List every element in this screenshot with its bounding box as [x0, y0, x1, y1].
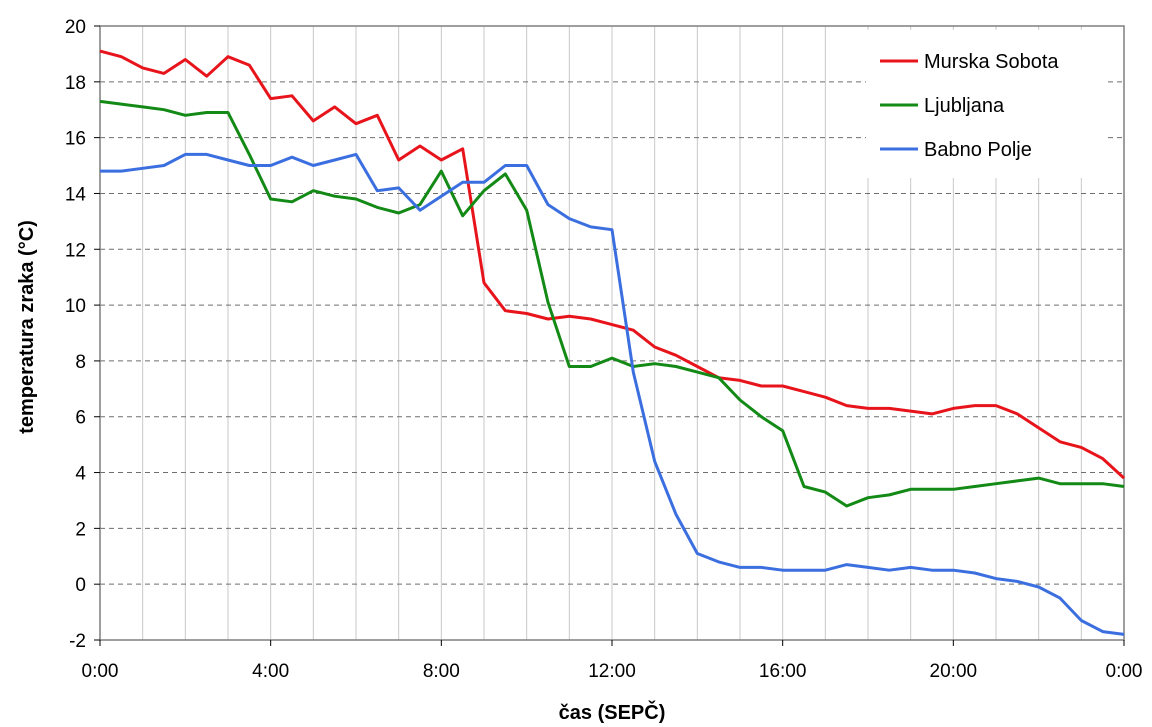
y-tick-label: 10 — [65, 296, 86, 317]
y-tick-label: 8 — [75, 352, 86, 373]
axis-ticks: -2 0 2 4 6 8 10 12 14 16 18 20 0:00 4:00 8:00 12:00 16:0… — [65, 17, 1143, 682]
y-tick-label: 18 — [65, 73, 86, 94]
x-tick-label: 0:00 — [82, 661, 119, 682]
x-tick-label: 8:00 — [423, 661, 460, 682]
y-tick-label: 0 — [75, 575, 86, 596]
series-line-murska-sobota — [99, 49, 1126, 480]
x-tick-label: 4:00 — [252, 661, 289, 682]
y-tick-label: 14 — [65, 184, 87, 205]
x-tick-label: 16:00 — [759, 661, 807, 682]
x-tick-label: 12:00 — [588, 661, 636, 682]
legend-label: Babno Polje — [924, 139, 1032, 161]
y-axis-title: temperatura zraka (°C) — [16, 220, 38, 434]
legend-label: Ljubljana — [924, 95, 1005, 117]
legend-label: Murska Sobota — [924, 51, 1059, 73]
series-line-babno-polje — [100, 152, 1125, 636]
y-tick-label: 20 — [65, 17, 86, 38]
y-tick-label: 2 — [75, 519, 86, 540]
series-line-ljubljana — [99, 99, 1125, 508]
y-tick-label: 6 — [75, 408, 86, 429]
legend: Murska Sobota Ljubljana Babno Polje — [866, 30, 1106, 178]
series-lines — [99, 49, 1126, 636]
y-tick-label: 12 — [65, 240, 86, 261]
x-tick-label: 0:00 — [1106, 661, 1143, 682]
y-tick-label: 4 — [75, 464, 86, 485]
y-tick-label: -2 — [69, 631, 86, 652]
x-tick-label: 20:00 — [930, 661, 978, 682]
y-tick-label: 16 — [65, 129, 86, 150]
x-axis-title: čas (SEPČ) — [559, 700, 666, 724]
